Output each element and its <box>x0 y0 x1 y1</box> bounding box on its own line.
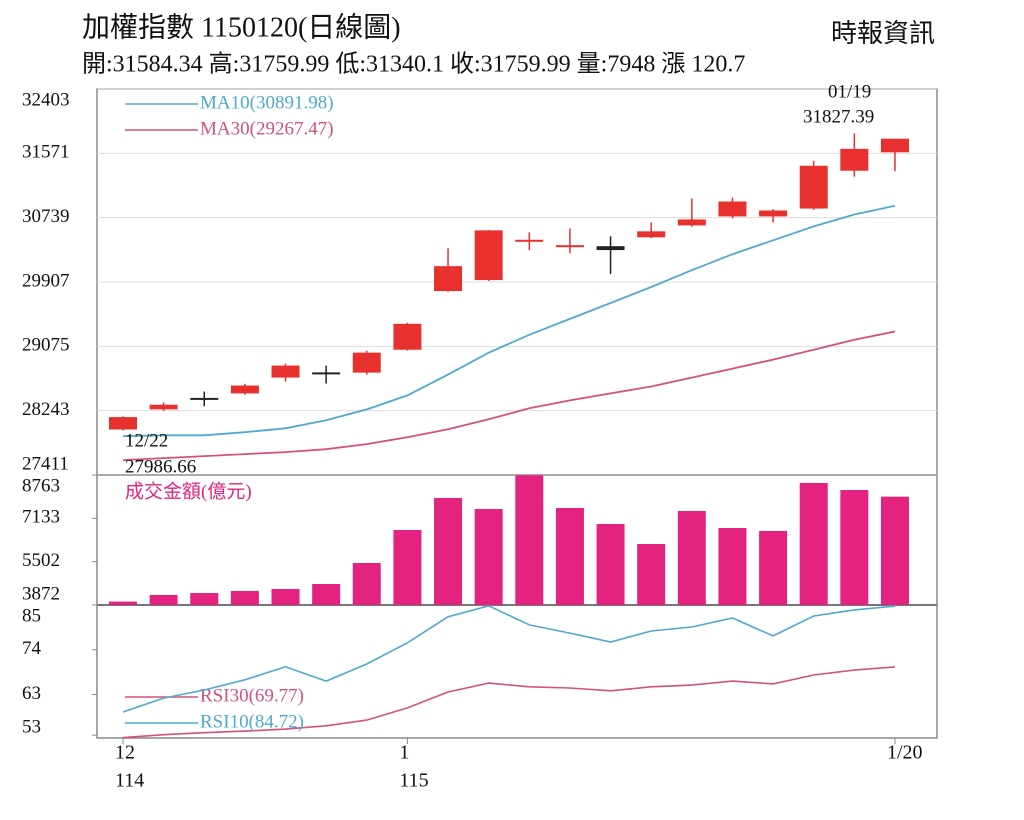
rsi-line <box>122 666 896 739</box>
y-tick-label: 8763 <box>22 475 60 496</box>
annotation: 01/19 <box>828 81 871 102</box>
y-tick-label: 29907 <box>22 270 70 291</box>
x-tick-sublabel: 115 <box>399 770 428 792</box>
panel-title: 成交金額(億元) <box>125 480 252 502</box>
chart-title: 加權指數 1150120(日線圖) <box>82 11 401 43</box>
candle-body <box>393 323 422 350</box>
bar <box>637 544 666 605</box>
candle-body <box>312 372 341 375</box>
y-tick-label: 31571 <box>22 142 70 163</box>
candle-body <box>230 385 259 394</box>
candle-body <box>596 246 625 251</box>
ma-line <box>122 330 896 461</box>
candle-body <box>474 230 503 281</box>
candle-body <box>718 201 747 217</box>
y-tick-label: 74 <box>22 638 42 659</box>
legend-label: RSI30(69.77) <box>200 685 304 706</box>
y-tick-label: 85 <box>22 605 41 626</box>
x-tick-label: 1 <box>399 742 409 764</box>
bar <box>190 593 219 605</box>
bar <box>230 590 259 605</box>
candle-body <box>880 138 909 153</box>
rsi-line <box>122 604 896 713</box>
candle-body <box>109 417 137 430</box>
candle-body <box>555 245 584 248</box>
candle-body <box>149 404 178 410</box>
source: 時報資訊 <box>831 19 935 48</box>
bar <box>880 496 909 605</box>
x-tick-sublabel: 114 <box>115 770 144 792</box>
y-tick-label: 29075 <box>22 335 70 356</box>
x-tick-label: 12 <box>115 742 135 764</box>
y-tick-label: 30739 <box>22 206 70 227</box>
bar <box>555 508 584 605</box>
stats: 開:31584.34 高:31759.99 低:31340.1 收:31759.… <box>82 51 745 78</box>
annotation: 31827.39 <box>803 106 874 127</box>
bar <box>759 531 788 605</box>
bar <box>840 490 869 605</box>
y-tick-label: 53 <box>22 716 41 737</box>
ma-line <box>122 204 896 438</box>
y-tick-label: 7133 <box>22 507 60 528</box>
legend-label: MA10(30891.98) <box>200 92 334 113</box>
bar <box>312 584 341 605</box>
candle-body <box>677 219 706 226</box>
bar <box>799 483 828 605</box>
bar <box>677 511 706 605</box>
legend-label: MA30(29267.47) <box>200 118 334 139</box>
y-tick-label: 63 <box>22 683 41 704</box>
bar <box>474 508 503 605</box>
candle-body <box>637 231 666 238</box>
bar <box>352 563 381 605</box>
bar <box>149 595 178 605</box>
bar <box>596 524 625 605</box>
candle-body <box>271 365 300 378</box>
candle-body <box>515 239 544 242</box>
y-tick-label: 5502 <box>22 550 60 571</box>
legend-label: RSI10(84.72) <box>200 711 304 732</box>
y-tick-label: 28243 <box>22 399 70 420</box>
candle-body <box>799 165 828 209</box>
candle-body <box>759 210 788 217</box>
candle-body <box>352 352 381 373</box>
candle-body <box>190 397 219 400</box>
annotation: 27986.66 <box>125 456 196 477</box>
x-tick-label: 1/20 <box>887 742 923 764</box>
bar <box>109 601 137 605</box>
y-tick-label: 27411 <box>22 453 69 474</box>
y-tick-label: 32403 <box>22 89 70 110</box>
bar <box>515 475 544 605</box>
y-tick-label: 3872 <box>22 583 60 604</box>
candle-body <box>840 148 869 171</box>
bar <box>434 497 463 605</box>
candle-body <box>434 266 463 292</box>
annotation: 12/22 <box>125 430 168 451</box>
bar <box>271 588 300 605</box>
bar <box>718 527 747 605</box>
bar <box>393 529 422 605</box>
